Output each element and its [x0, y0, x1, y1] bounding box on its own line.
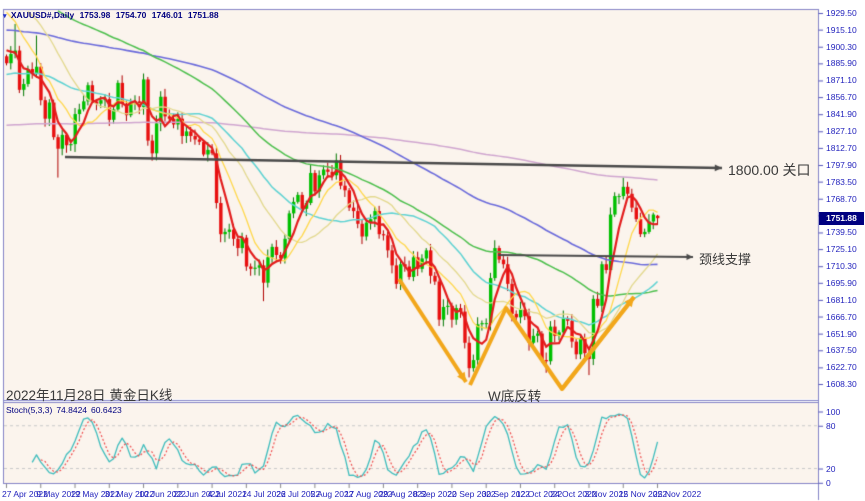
time-tick-label: 30 Sep 2022 — [481, 489, 530, 499]
time-tick-label: 5 Aug 2022 — [310, 489, 354, 499]
price-tick-label: 1622.70 — [826, 362, 857, 373]
time-tick-label: 12 Oct 2022 — [515, 489, 563, 499]
price-tick-label: 1695.90 — [826, 277, 857, 288]
headline-annotation: 2022年11月28日 黄金日K线 — [6, 388, 173, 403]
price-tick-label: 1915.10 — [826, 24, 857, 35]
neckline-annotation[interactable]: 颈线支撑 — [699, 252, 752, 267]
price-tick-label: 1929.50 — [826, 8, 857, 18]
price-tick-label: 1710.30 — [826, 261, 857, 272]
stoch-tick-label: 100 — [826, 406, 841, 417]
time-tick-label: 9 May 2022 — [36, 489, 81, 499]
chart-title-bar: ▾ XAUUSD#,Daily 1753.98 1754.70 1746.01 … — [3, 10, 222, 20]
price-tick-label: 1841.90 — [826, 109, 857, 120]
time-tick-label: 8 Sep 2022 — [413, 489, 457, 499]
stoch-indicator-label: Stoch(5,3,3) 74.8424 60.6423 — [6, 405, 126, 415]
time-tick-label: 15 Nov 2022 — [618, 489, 667, 499]
symbol-period-label: XAUUSD#,Daily — [10, 10, 75, 20]
price-tick-label: 1900.30 — [826, 41, 857, 52]
time-tick-label: 17 Aug 2022 — [344, 489, 393, 499]
price-tick-label: 1608.30 — [826, 379, 857, 389]
time-tick-label: 25 Nov 2022 — [653, 489, 702, 499]
time-tick-label: 14 Jul 2022 — [241, 489, 286, 499]
price-tick-label: 1856.70 — [826, 92, 857, 103]
title-low-value: 1746.01 — [151, 10, 183, 20]
stoch-tick-label: 0 — [826, 477, 831, 488]
level-1800-annotation[interactable]: 1800.00 关口 — [728, 162, 811, 178]
price-tick-label: 1871.10 — [826, 75, 857, 86]
time-tick-label: 26 Jul 2022 — [276, 489, 321, 499]
price-tick-label: 1651.90 — [826, 328, 857, 339]
stoch-k-value: 74.8424 — [56, 405, 88, 415]
price-tick-label: 1827.10 — [826, 126, 857, 137]
time-tick-label: 24 Oct 2022 — [550, 489, 597, 499]
current-price-tag: 1751.88 — [819, 211, 864, 225]
price-tick-label: 1768.70 — [826, 193, 857, 204]
price-tick-label: 1885.90 — [826, 58, 857, 69]
time-tick-label: 4 Jul 2022 — [207, 489, 247, 499]
price-tick-label: 1739.50 — [826, 227, 857, 238]
stoch-tick-label: 80 — [826, 420, 836, 431]
time-tick-label: 31 May 2022 — [104, 489, 154, 499]
collapse-arrow-icon[interactable]: ▾ — [3, 13, 7, 20]
time-tick-label: 19 May 2022 — [70, 489, 120, 499]
time-tick-label: 29 Aug 2022 — [378, 489, 427, 499]
time-tick-label: 27 Apr 2022 — [2, 489, 48, 499]
title-close-value: 1751.88 — [187, 10, 219, 20]
title-open-value: 1753.98 — [79, 10, 111, 20]
price-tick-label: 1797.90 — [826, 160, 857, 170]
stoch-tick-label: 20 — [826, 463, 836, 474]
time-tick-label: 22 Jun 2022 — [173, 489, 221, 499]
time-tick-label: 3 Nov 2022 — [584, 489, 628, 499]
price-tick-label: 1666.70 — [826, 311, 857, 322]
price-tick-label: 1725.10 — [826, 244, 857, 255]
price-tick-label: 1812.70 — [826, 142, 857, 153]
price-tick-label: 1637.50 — [826, 345, 857, 356]
time-tick-label: 20 Sep 2022 — [447, 489, 496, 499]
title-high-value: 1754.70 — [115, 10, 147, 20]
stoch-d-value: 60.6423 — [91, 405, 122, 415]
price-tick-label: 1783.50 — [826, 176, 857, 187]
time-tick-label: 10 Jun 2022 — [139, 489, 186, 499]
price-tick-label: 1681.10 — [826, 294, 857, 305]
wbottom-annotation: W底反转 — [488, 389, 542, 404]
stoch-name: Stoch(5,3,3) — [6, 405, 53, 415]
